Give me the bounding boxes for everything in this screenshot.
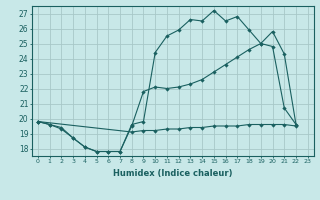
X-axis label: Humidex (Indice chaleur): Humidex (Indice chaleur) [113,169,233,178]
